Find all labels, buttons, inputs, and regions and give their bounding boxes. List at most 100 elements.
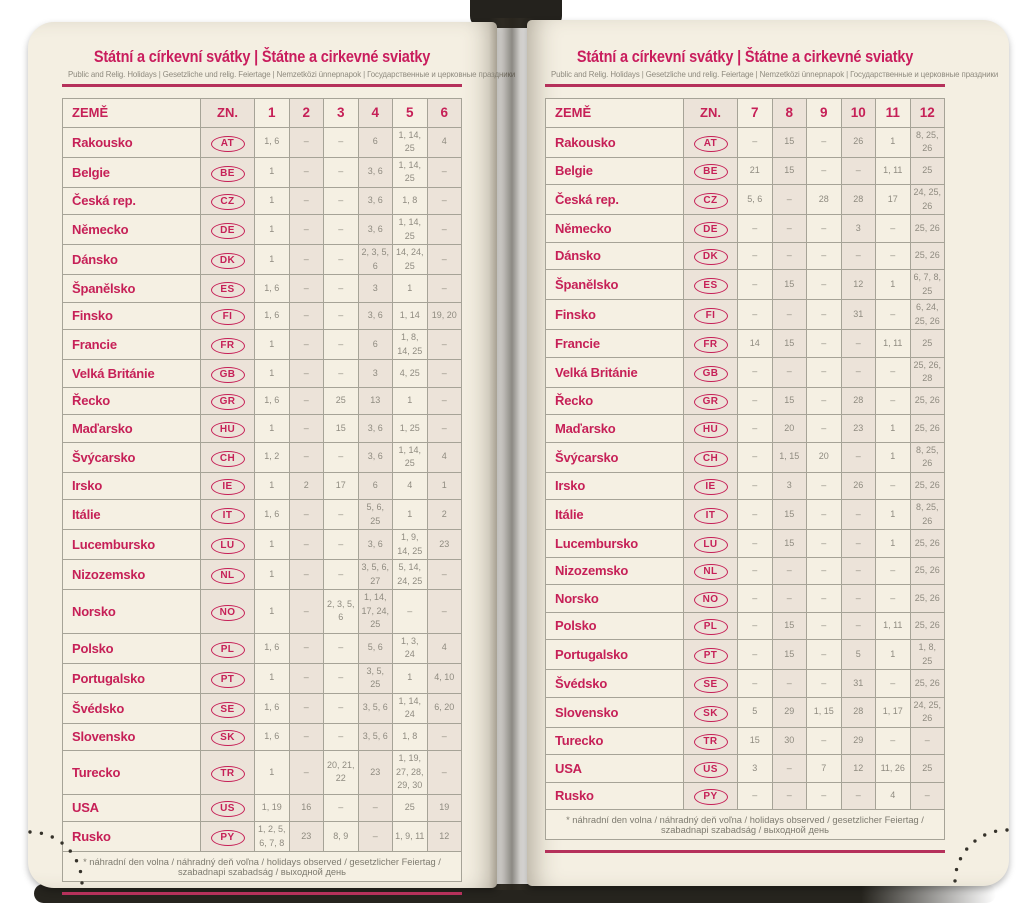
country-code-oval: PT bbox=[693, 648, 728, 664]
holiday-days-cell: 15 bbox=[771, 329, 807, 358]
holiday-days-cell: – bbox=[288, 750, 324, 795]
holiday-days-cell: 1, 2, 5, 6, 7, 8 bbox=[254, 821, 290, 852]
table-row: Rusko PY 1, 2, 5, 6, 7, 8 23 8, 9–1, 9, 11 12 bbox=[62, 821, 462, 852]
page-subtitle: Public and Relig. Holidays | Gesetzliche… bbox=[551, 70, 999, 79]
country-name: Dánsko bbox=[545, 241, 684, 270]
holiday-days-cell: 5 bbox=[840, 639, 876, 670]
table-row: Turecko TR 1–20, 21, 22 23 1, 19, 27, 28, 29… bbox=[62, 750, 462, 795]
holiday-days-cell: 14 bbox=[737, 329, 773, 358]
page-left: Státní a církevní svátky | Štátne a cirk… bbox=[28, 22, 515, 895]
holiday-days-cell: 24, 25, 26 bbox=[909, 184, 945, 215]
holiday-days-cell: – bbox=[840, 611, 876, 640]
table-row: Finsko FI 1, 6– –3, 6 1, 14 19, 20 bbox=[62, 301, 462, 330]
holiday-days-cell: – bbox=[771, 584, 807, 613]
holiday-days-cell: 1, 6 bbox=[254, 499, 290, 530]
page-title: Státní a církevní svátky | Štátne a cirk… bbox=[576, 48, 914, 66]
holiday-days-cell: 1, 6 bbox=[254, 692, 290, 724]
holiday-days-cell: 5, 6, 25 bbox=[357, 499, 393, 530]
holiday-days-cell: – bbox=[357, 793, 393, 822]
country-code: DK bbox=[200, 244, 255, 275]
holiday-days-cell: – bbox=[806, 329, 842, 358]
table-row: Dánsko DK 1– –2, 3, 5, 6 14, 24, 25– bbox=[62, 244, 462, 275]
holiday-days-cell: – bbox=[392, 589, 428, 634]
country-code-oval: NO bbox=[210, 604, 245, 621]
holiday-days-cell: – bbox=[323, 359, 359, 388]
holiday-days-cell: – bbox=[737, 584, 773, 613]
country-code-oval: NL bbox=[210, 568, 245, 584]
holiday-days-cell: 15 bbox=[771, 529, 807, 558]
holiday-days-cell: 1, 9, 11 bbox=[392, 821, 428, 852]
holiday-days-cell: 1, 11 bbox=[875, 329, 911, 358]
holiday-days-cell: – bbox=[288, 632, 324, 664]
holiday-days-cell: 6 bbox=[357, 329, 393, 360]
holiday-days-cell: – bbox=[806, 556, 842, 585]
holiday-days-cell: 1 bbox=[875, 441, 911, 473]
holiday-days-cell: – bbox=[288, 559, 324, 590]
table-row: Švédsko SE 1, 6– –3, 5, 6 1, 14, 24 6, 20 bbox=[62, 692, 462, 724]
holiday-days-cell: – bbox=[323, 244, 359, 275]
country-name: Rusko bbox=[62, 821, 201, 852]
holiday-days-cell: 25, 26 bbox=[909, 471, 945, 500]
country-code: BE bbox=[683, 156, 738, 185]
holiday-days-cell: 25 bbox=[909, 329, 945, 358]
country-name: Irsko bbox=[62, 471, 201, 500]
country-code: TR bbox=[200, 750, 255, 795]
country-code-oval: DK bbox=[210, 253, 245, 269]
holiday-days-cell: – bbox=[288, 662, 324, 694]
table-row: Řecko GR 1, 6–25 13 1– bbox=[62, 386, 462, 415]
holiday-days-cell: – bbox=[875, 556, 911, 585]
holiday-days-cell: – bbox=[875, 584, 911, 613]
country-code-oval: GB bbox=[210, 366, 245, 383]
bottom-rule bbox=[62, 892, 462, 895]
holiday-days-cell: – bbox=[426, 414, 462, 443]
country-code-oval: PY bbox=[210, 830, 245, 846]
table-row: Švýcarsko CH 1, 2– –3, 6 1, 14, 25 4 bbox=[62, 441, 462, 473]
holiday-days-cell: 15 bbox=[737, 726, 773, 755]
holiday-days-cell: 28 bbox=[840, 386, 876, 415]
holiday-days-cell: – bbox=[840, 441, 876, 473]
holiday-days-cell: – bbox=[806, 386, 842, 415]
holiday-days-cell: – bbox=[323, 722, 359, 751]
holiday-days-cell: 28 bbox=[806, 184, 842, 215]
holiday-days-cell: – bbox=[806, 299, 842, 330]
holiday-days-cell: – bbox=[737, 556, 773, 585]
holiday-days-cell: – bbox=[875, 214, 911, 243]
holiday-days-cell: – bbox=[323, 126, 359, 158]
table-row: Francie FR 1– –6 1, 8, 14, 25– bbox=[62, 329, 462, 360]
holiday-days-cell: 1, 11 bbox=[875, 156, 911, 185]
holiday-days-cell: 3, 6 bbox=[357, 529, 393, 560]
country-code-oval: FR bbox=[210, 338, 245, 354]
country-code: IE bbox=[683, 471, 738, 500]
holiday-days-cell: 8, 25, 26 bbox=[909, 499, 945, 530]
table-row: Česká rep. CZ 1– –3, 6 1, 8– bbox=[62, 186, 462, 215]
holiday-days-cell: 1 bbox=[875, 269, 911, 300]
footnote-row: * náhradní den volna / náhradný deň voľn… bbox=[62, 851, 462, 882]
table-row: Rakousko AT 1, 6– –6 1, 14, 25 4 bbox=[62, 126, 462, 158]
holiday-days-cell: – bbox=[737, 611, 773, 640]
holiday-days-cell: 6, 7, 8, 25 bbox=[909, 269, 945, 300]
country-code: FR bbox=[200, 329, 255, 360]
holiday-days-cell: 6 bbox=[357, 126, 393, 158]
holiday-days-cell: 25, 26 bbox=[909, 556, 945, 585]
table-row: Nizozemsko NL 1– –3, 5, 6, 27 5, 14, 24, 25– bbox=[62, 559, 462, 590]
holiday-days-cell: 15 bbox=[771, 126, 807, 158]
holiday-days-cell: – bbox=[288, 499, 324, 530]
holiday-days-cell: – bbox=[771, 669, 807, 698]
holiday-days-cell: – bbox=[288, 414, 324, 443]
holiday-days-cell: 1, 17 bbox=[875, 696, 911, 728]
col-header-month-2: 2 bbox=[288, 97, 324, 128]
country-code: DE bbox=[683, 214, 738, 243]
holiday-days-cell: – bbox=[323, 529, 359, 560]
col-header-month-12: 12 bbox=[909, 97, 945, 128]
country-name: Turecko bbox=[545, 726, 684, 755]
country-code: PT bbox=[200, 662, 255, 694]
holiday-days-cell: – bbox=[288, 329, 324, 360]
holiday-days-cell: 1 bbox=[254, 589, 290, 634]
country-name: Francie bbox=[62, 329, 201, 360]
holiday-days-cell: 25 bbox=[323, 386, 359, 415]
holiday-days-cell: – bbox=[806, 781, 842, 810]
holiday-days-cell: – bbox=[771, 754, 807, 783]
holiday-days-cell: 1, 14, 25 bbox=[392, 214, 428, 245]
holiday-days-cell: – bbox=[323, 156, 359, 188]
footnote-row: * náhradní den volna / náhradný deň voľn… bbox=[545, 809, 945, 840]
